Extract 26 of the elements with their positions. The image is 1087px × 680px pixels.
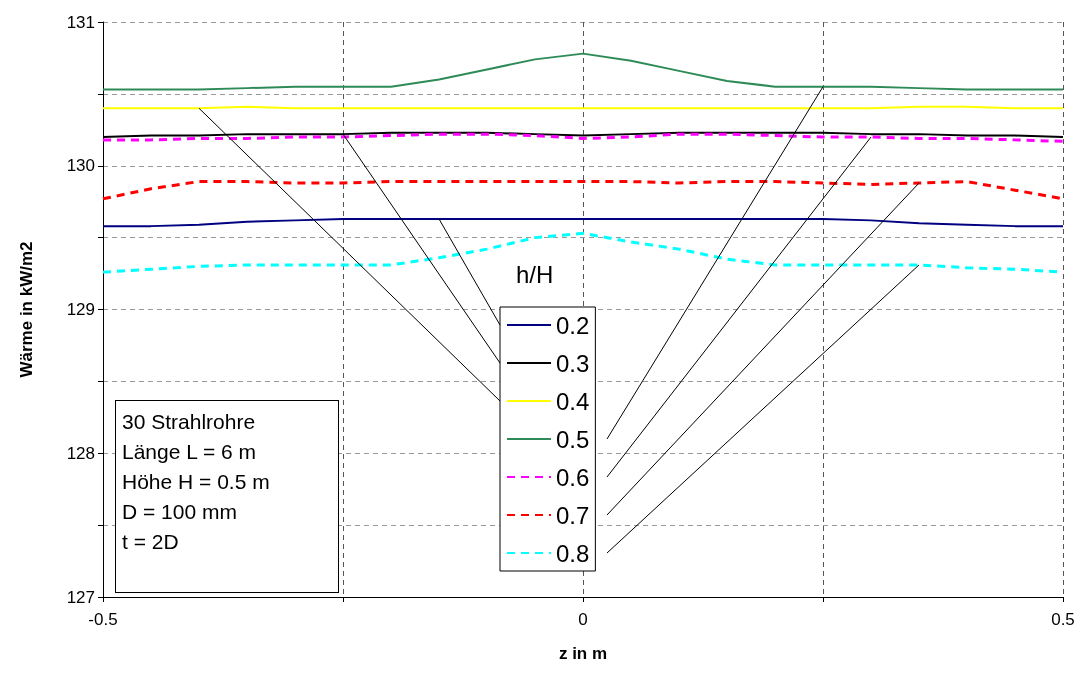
legend-label: 0.5: [556, 425, 590, 453]
annotation: Länge L = 6 m: [122, 439, 258, 465]
y-tick-label: 129: [66, 300, 95, 319]
legend-label: 0.7: [556, 501, 590, 529]
y-tick-label: 131: [66, 12, 95, 32]
legend-title: h/H: [516, 260, 554, 288]
y-tick-label: 130: [66, 156, 95, 176]
annotation: Höhe H = 0.5 m: [122, 469, 271, 495]
legend-label: 0.6: [556, 463, 590, 491]
y-axis-title: Wärme in kW/m2: [17, 241, 36, 378]
y-tick-label: 128: [66, 443, 95, 463]
annotation: D = 100 mm: [122, 499, 238, 525]
legend-label: 0.4: [556, 387, 590, 415]
legend-label: 0.3: [556, 349, 590, 377]
line-series: [101, 132, 1065, 143]
annotation: t = 2D: [122, 529, 180, 555]
x-tick-label: -0.5: [88, 610, 118, 629]
legend-label: 0.2: [556, 311, 590, 339]
annotation: 30 Strahlrohre: [122, 409, 257, 435]
x-axis-title: z in m: [558, 644, 608, 663]
line-series: [102, 217, 1064, 228]
x-tick-label: 0.5: [1051, 610, 1075, 629]
y-tick-label: 127: [66, 587, 95, 607]
legend-label: 0.8: [556, 539, 590, 567]
line-series: [102, 52, 1064, 91]
x-tick-label: 0: [578, 610, 588, 629]
